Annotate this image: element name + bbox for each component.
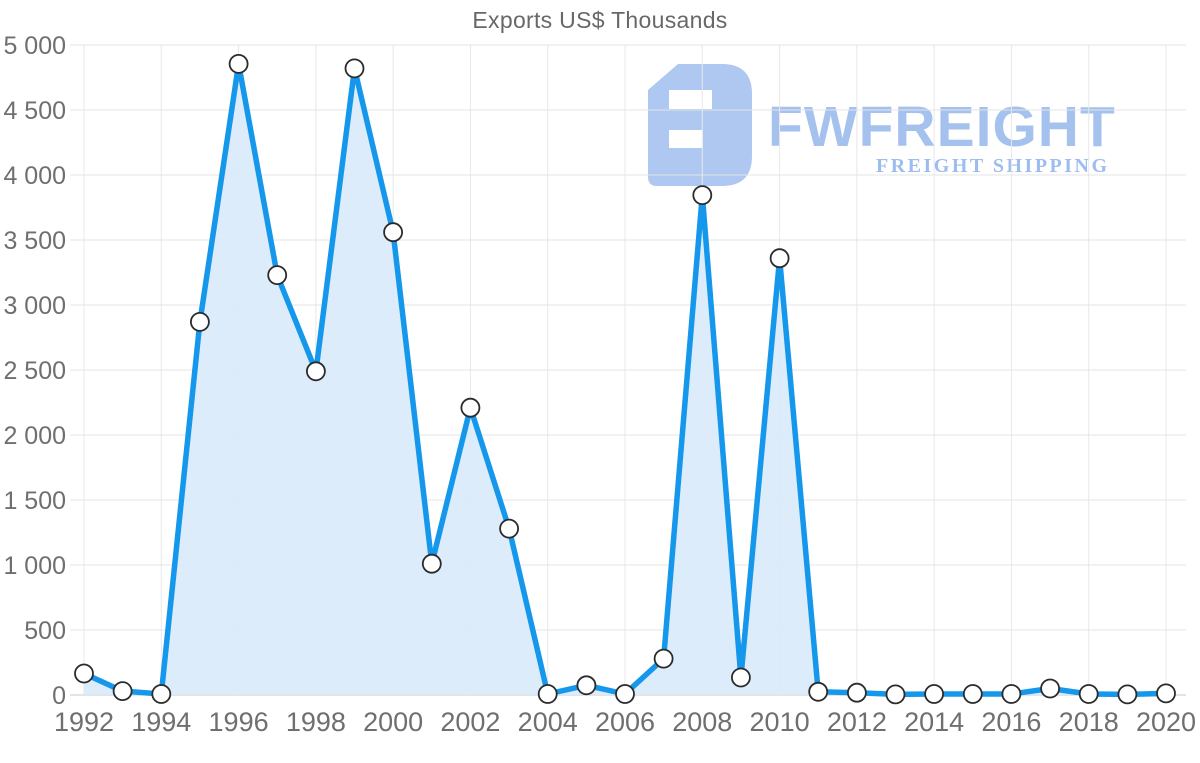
- data-point: [808, 681, 829, 702]
- y-tick-label: 0: [52, 682, 66, 710]
- x-tick-label: 2014: [904, 707, 964, 737]
- data-point: [692, 185, 713, 206]
- data-point: [924, 684, 944, 704]
- data-point: [112, 681, 133, 701]
- data-point: [962, 684, 983, 704]
- y-tick-label: 1 500: [3, 487, 66, 515]
- x-tick-label: 2002: [440, 707, 500, 737]
- y-tick-label: 2 000: [3, 422, 66, 450]
- data-point: [576, 675, 597, 696]
- y-tick-label: 4 500: [3, 97, 66, 125]
- data-point: [731, 667, 751, 688]
- data-point: [847, 682, 867, 703]
- y-tick-label: 2 500: [3, 357, 66, 385]
- data-point: [189, 311, 210, 332]
- y-tick-label: 1 000: [3, 552, 66, 580]
- x-tick-label: 2016: [981, 707, 1041, 737]
- x-tick-label: 2012: [827, 707, 887, 737]
- y-tick-label: 500: [24, 617, 66, 645]
- data-point: [305, 361, 326, 382]
- data-point: [344, 58, 365, 79]
- data-point: [383, 222, 404, 243]
- y-tick-label: 3 500: [3, 227, 66, 255]
- x-tick-label: 2010: [750, 707, 810, 737]
- data-point: [74, 663, 94, 684]
- x-tick-label: 2018: [1059, 707, 1119, 737]
- data-point: [267, 265, 288, 286]
- x-tick-label: 1998: [286, 707, 346, 737]
- area-fill: [84, 63, 1166, 695]
- x-tick-label: 1996: [209, 707, 269, 737]
- data-point: [769, 248, 790, 269]
- data-point: [1078, 684, 1099, 704]
- watermark-brand-text: FWFREIGHT: [768, 95, 1116, 159]
- logo-notch-top: [669, 90, 712, 109]
- x-tick-label: 1992: [54, 707, 114, 737]
- data-point: [885, 684, 906, 705]
- data-point: [151, 684, 172, 704]
- data-point: [615, 684, 635, 704]
- y-tick-label: 5 000: [3, 32, 66, 60]
- chart-title: Exports US$ Thousands: [472, 7, 728, 33]
- x-tick-label: 2000: [363, 707, 423, 737]
- data-point: [1040, 678, 1060, 699]
- x-tick-label: 2008: [672, 707, 732, 737]
- logo-notch-bottom: [669, 130, 703, 148]
- data-point: [653, 648, 674, 669]
- data-point: [1001, 684, 1022, 704]
- x-tick-label: 1994: [131, 707, 191, 737]
- x-tick-label: 2006: [595, 707, 655, 737]
- data-point: [460, 397, 481, 418]
- data-point: [421, 553, 442, 574]
- fwfreight-logo-icon: [648, 64, 752, 186]
- x-tick-label: 2004: [518, 707, 578, 737]
- x-tick-label: 2020: [1136, 707, 1196, 737]
- data-point: [228, 54, 249, 74]
- data-point: [1156, 683, 1176, 704]
- data-point: [499, 518, 520, 539]
- y-tick-label: 3 000: [3, 292, 66, 320]
- y-tick-label: 4 000: [3, 162, 66, 190]
- data-point: [537, 684, 558, 704]
- data-point: [1117, 684, 1138, 705]
